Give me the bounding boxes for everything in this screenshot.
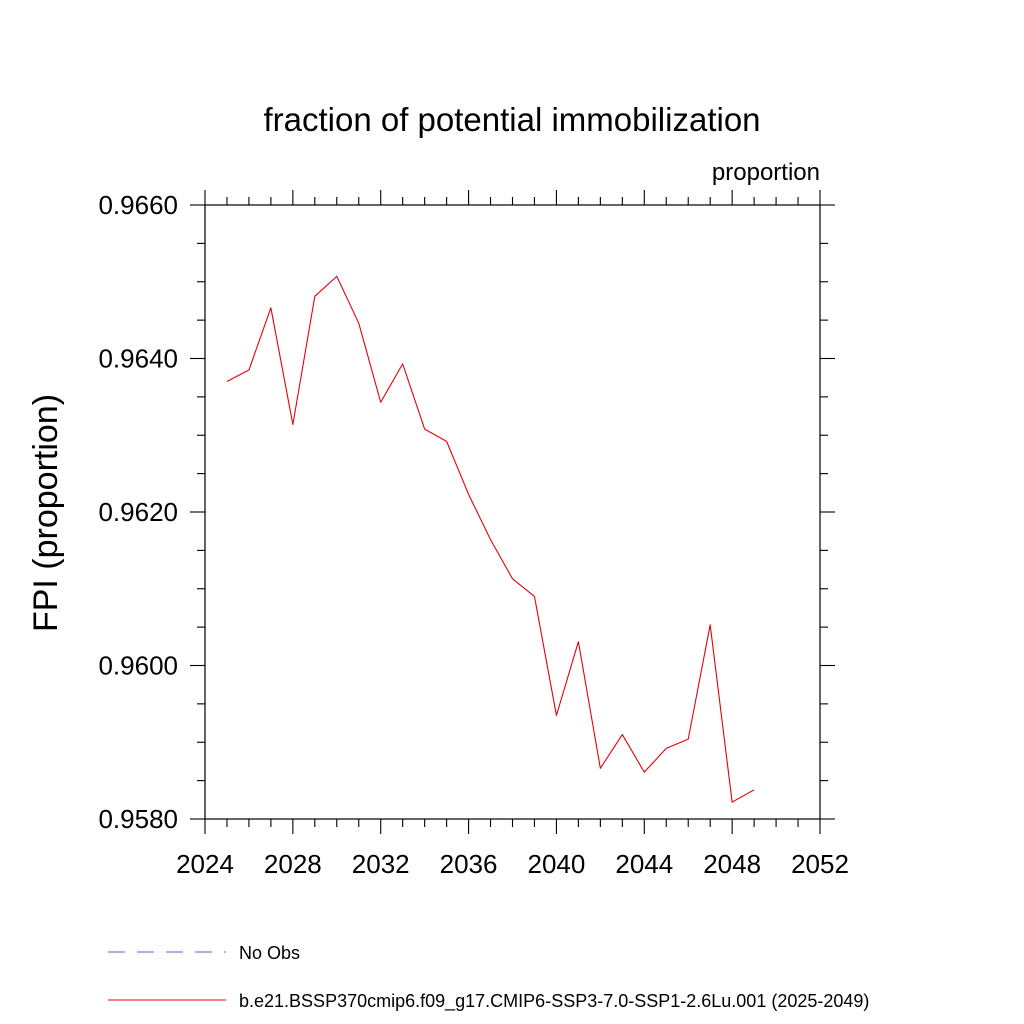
chart-title: fraction of potential immobilization	[263, 101, 760, 138]
x-tick-label: 2044	[615, 849, 673, 879]
y-tick-label: 0.9660	[98, 190, 178, 220]
y-tick-label: 0.9600	[98, 651, 178, 681]
x-tick-label: 2048	[703, 849, 761, 879]
x-tick-label: 2036	[440, 849, 498, 879]
x-tick-label: 2052	[791, 849, 849, 879]
plot-frame	[204, 204, 821, 820]
legend: No Obs b.e21.BSSP370cmip6.f09_g17.CMIP6-S…	[108, 943, 869, 1012]
y-axis-label: FPI (proportion)	[27, 394, 65, 632]
legend-label: No Obs	[239, 943, 300, 963]
axis-ticks	[190, 190, 835, 834]
series-lines	[226, 275, 755, 803]
y-tick-label: 0.9620	[98, 497, 178, 527]
series-line	[226, 275, 755, 803]
axis-tick-labels: 2024 2028 2032 2036 2040 2044 2048 2052 0.9580 0.…	[98, 190, 848, 879]
x-tick-label: 2040	[528, 849, 586, 879]
legend-label: b.e21.BSSP370cmip6.f09_g17.CMIP6-SSP3-7.…	[239, 991, 869, 1012]
x-tick-label: 2032	[352, 849, 410, 879]
x-tick-label: 2028	[264, 849, 322, 879]
x-tick-label: 2024	[176, 849, 234, 879]
units-label: proportion	[712, 159, 820, 186]
y-tick-label: 0.9580	[98, 804, 178, 834]
y-tick-label: 0.9640	[98, 344, 178, 374]
